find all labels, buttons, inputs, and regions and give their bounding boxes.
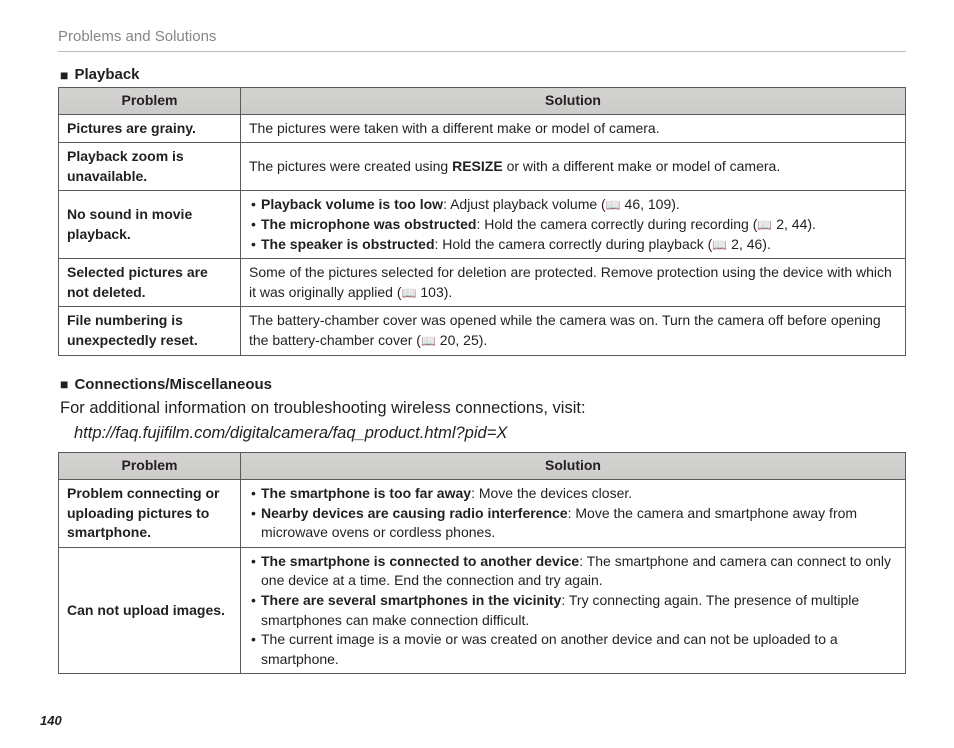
problem-cell: Selected pictures are not deleted. [59, 259, 241, 307]
col-problem: Problem [59, 453, 241, 480]
section-title-playback: ■ Playback [60, 66, 906, 83]
problem-cell: Playback zoom is unavailable. [59, 143, 241, 191]
solution-cell: The smartphone is connected to another d… [241, 547, 906, 674]
col-problem: Problem [59, 88, 241, 115]
table-row: No sound in movie playback.Playback volu… [59, 191, 906, 259]
solution-cell: Some of the pictures selected for deleti… [241, 259, 906, 307]
square-marker-icon: ■ [60, 377, 68, 391]
intro-line: For additional information on troublesho… [60, 399, 586, 417]
solution-cell: The pictures were created using RESIZE o… [241, 143, 906, 191]
section-intro: For additional information on troublesho… [60, 397, 906, 447]
page-header: Problems and Solutions [58, 28, 906, 52]
playback-tbody: Pictures are grainy.The pictures were ta… [59, 114, 906, 355]
intro-url: http://faq.fujifilm.com/digitalcamera/fa… [74, 422, 906, 446]
table-row: Playback zoom is unavailable.The picture… [59, 143, 906, 191]
table-header-row: Problem Solution [59, 453, 906, 480]
section-title-text: Connections/Miscellaneous [74, 376, 272, 393]
problem-cell: Can not upload images. [59, 547, 241, 674]
problem-cell: File numbering is unexpectedly reset. [59, 307, 241, 355]
table-header-row: Problem Solution [59, 88, 906, 115]
table-row: Pictures are grainy.The pictures were ta… [59, 114, 906, 143]
table-row: Problem connecting or uploading pictures… [59, 479, 906, 547]
col-solution: Solution [241, 88, 906, 115]
problem-cell: No sound in movie playback. [59, 191, 241, 259]
table-row: Can not upload images.The smartphone is … [59, 547, 906, 674]
connections-table: Problem Solution Problem connecting or u… [58, 452, 906, 674]
section-title-connections: ■ Connections/Miscellaneous [60, 376, 906, 393]
solution-cell: Playback volume is too low: Adjust playb… [241, 191, 906, 259]
section-title-text: Playback [74, 66, 139, 83]
table-row: File numbering is unexpectedly reset.The… [59, 307, 906, 355]
page-number: 140 [40, 713, 62, 728]
playback-table: Problem Solution Pictures are grainy.The… [58, 87, 906, 356]
solution-cell: The battery-chamber cover was opened whi… [241, 307, 906, 355]
square-marker-icon: ■ [60, 68, 68, 82]
solution-cell: The pictures were taken with a different… [241, 114, 906, 143]
col-solution: Solution [241, 453, 906, 480]
problem-cell: Problem connecting or uploading pictures… [59, 479, 241, 547]
connections-tbody: Problem connecting or uploading pictures… [59, 479, 906, 673]
problem-cell: Pictures are grainy. [59, 114, 241, 143]
table-row: Selected pictures are not deleted.Some o… [59, 259, 906, 307]
solution-cell: The smartphone is too far away: Move the… [241, 479, 906, 547]
